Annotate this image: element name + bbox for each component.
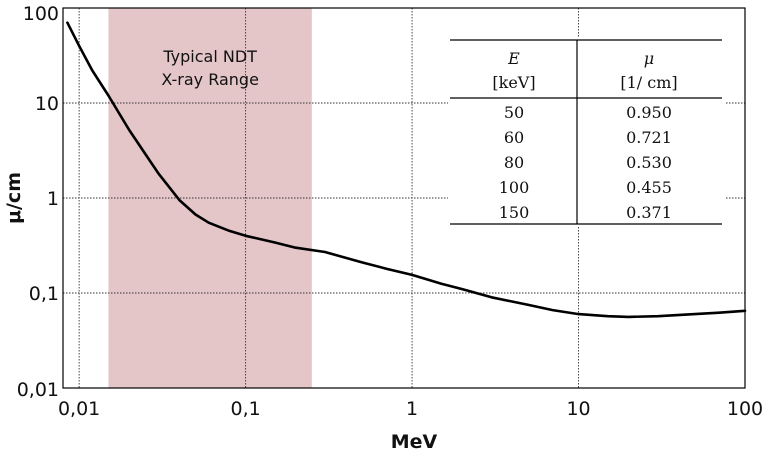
band-label-line-2: X-ray Range (161, 70, 259, 89)
table-cell-mu: 0.530 (626, 153, 672, 172)
y-tick-label: 0,1 (29, 283, 59, 305)
x-tick-label: 10 (566, 398, 590, 420)
table-cell-energy: 50 (504, 103, 524, 122)
x-tick-labels: 0,01 0,1 1 10 100 (58, 398, 763, 420)
table-cell-mu: 0.455 (626, 178, 672, 197)
y-axis-title: μ/cm (3, 172, 25, 224)
table-cell-energy: 60 (504, 128, 524, 147)
table-rows: 50 0.950 60 0.721 80 0.530 100 0.455 150 0.371 (499, 103, 672, 222)
y-tick-label: 10 (35, 93, 59, 115)
table-cell-energy: 150 (499, 203, 530, 222)
table-unit-per-cm: [1/ cm] (620, 73, 677, 92)
table-unit-kev: [keV] (492, 73, 535, 92)
table-header-e: E (507, 49, 520, 68)
inset-table-background (448, 38, 725, 226)
x-tick-label: 1 (406, 398, 418, 420)
inset-table: E [keV] μ [1/ cm] 50 0.950 60 0.721 80 0.530 1… (448, 38, 725, 226)
x-tick-label: 0,01 (58, 398, 100, 420)
band-label-line-1: Typical NDT (162, 47, 257, 66)
y-tick-label: 100 (23, 3, 59, 25)
table-cell-energy: 80 (504, 153, 524, 172)
table-header-mu: μ (644, 49, 654, 68)
y-tick-labels: 100 10 1 0,1 0,01 (17, 3, 59, 401)
attenuation-curve (66, 21, 747, 319)
table-cell-energy: 100 (499, 178, 530, 197)
table-cell-mu: 0.721 (626, 128, 672, 147)
plot-frame (62, 7, 746, 389)
y-tick-label: 0,01 (17, 379, 59, 401)
x-tick-label: 100 (727, 398, 763, 420)
y-tick-label: 1 (47, 188, 59, 210)
x-tick-label: 0,1 (230, 398, 260, 420)
x-axis-title: MeV (391, 431, 438, 453)
table-cell-mu: 0.371 (626, 203, 672, 222)
table-cell-mu: 0.950 (626, 103, 672, 122)
